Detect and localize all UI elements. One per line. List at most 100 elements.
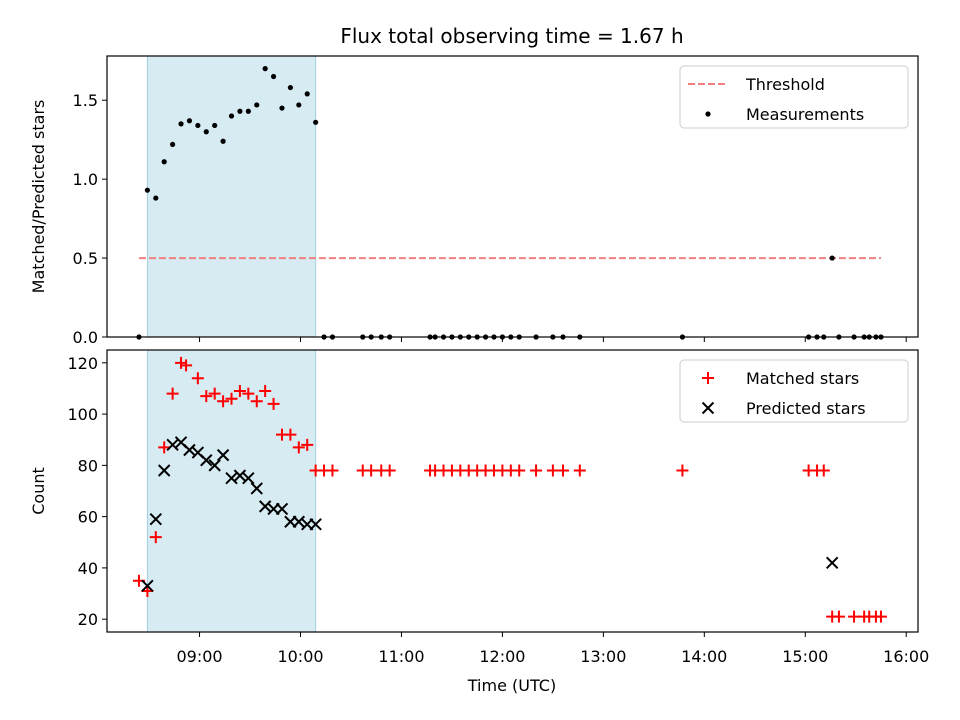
data-point xyxy=(208,387,221,400)
data-point xyxy=(233,385,246,398)
y-tick-label: 1.0 xyxy=(73,170,98,189)
data-point xyxy=(170,141,176,148)
data-point xyxy=(556,464,569,477)
data-point xyxy=(220,138,226,144)
data-point xyxy=(250,482,263,495)
data-point xyxy=(292,441,305,454)
data-point xyxy=(326,464,339,477)
data-point xyxy=(149,512,163,526)
data-point xyxy=(212,122,218,129)
legend: Matched stars Predicted stars xyxy=(679,359,909,423)
data-point xyxy=(216,448,230,462)
data-point xyxy=(200,454,213,467)
x-tick-label: 16:00 xyxy=(883,647,929,666)
legend-predicted-swatch xyxy=(701,401,715,415)
axes-frame xyxy=(106,55,919,338)
data-point xyxy=(225,392,238,405)
data-point xyxy=(530,464,543,477)
data-point xyxy=(186,118,193,124)
y-tick-label: 1.5 xyxy=(73,91,98,110)
data-point xyxy=(175,356,188,369)
data-point xyxy=(301,438,314,451)
count-panel: 20 40 60 80 100 120 09:00 10:00 11:00 12:00 13:00 1… xyxy=(29,349,929,666)
legend-box xyxy=(679,65,909,129)
y-tick-label: 0.5 xyxy=(73,249,98,268)
data-point xyxy=(825,556,839,569)
data-point xyxy=(141,579,154,593)
legend: Threshold Measurements xyxy=(679,65,909,129)
data-point xyxy=(166,387,179,400)
data-point xyxy=(149,531,162,544)
data-point xyxy=(296,102,302,108)
y-tick-label: 0.0 xyxy=(73,328,98,347)
x-tick-label: 10:00 xyxy=(277,647,323,666)
legend-measurements-swatch xyxy=(705,111,711,117)
y-tick-label: 80 xyxy=(78,456,98,475)
data-point xyxy=(676,464,689,477)
data-point xyxy=(144,187,150,193)
data-point xyxy=(178,121,184,127)
legend-label: Matched stars xyxy=(746,369,859,388)
x-tick-label: 11:00 xyxy=(378,647,424,666)
data-point xyxy=(270,73,277,80)
data-point xyxy=(262,66,268,72)
data-point xyxy=(157,464,171,477)
data-point xyxy=(848,610,861,623)
figure-title: Flux total observing time = 1.67 h xyxy=(340,24,683,48)
series-1-1 xyxy=(141,436,839,593)
data-point xyxy=(292,515,306,528)
data-point xyxy=(259,385,272,398)
data-point xyxy=(180,359,193,372)
data-point xyxy=(166,438,179,452)
data-point xyxy=(279,105,285,111)
data-point xyxy=(287,84,294,91)
data-point xyxy=(153,195,159,201)
data-point xyxy=(200,390,213,403)
y-tick-label: 60 xyxy=(78,508,98,527)
data-point xyxy=(573,464,586,477)
data-point xyxy=(242,471,255,485)
y-axis-label: Matched/Predicted stars xyxy=(29,100,48,294)
data-point xyxy=(309,518,322,531)
y-tick-label: 40 xyxy=(78,559,98,578)
shaded-interval xyxy=(146,55,317,338)
y-tick-label: 100 xyxy=(67,405,98,424)
data-point xyxy=(546,464,559,477)
y-tick-label: 20 xyxy=(78,610,98,629)
data-point xyxy=(383,464,396,477)
ratio-panel: 0.0 0.5 1.0 1.5 Matched/Predicted stars Thres… xyxy=(29,55,919,347)
data-point xyxy=(195,122,201,129)
axes-frame xyxy=(106,349,919,633)
legend-label: Measurements xyxy=(746,105,864,124)
legend-label: Threshold xyxy=(745,75,825,94)
data-point xyxy=(233,469,247,482)
data-point xyxy=(304,91,310,97)
data-point xyxy=(250,395,263,408)
data-point xyxy=(267,397,280,410)
legend-matched-swatch xyxy=(702,372,714,384)
data-point xyxy=(365,464,378,477)
data-point xyxy=(245,108,251,114)
data-point xyxy=(817,464,830,477)
data-point xyxy=(208,459,221,472)
x-tick-label: 14:00 xyxy=(681,647,727,666)
x-tick-label: 09:00 xyxy=(176,647,222,666)
x-tick-label: 13:00 xyxy=(580,647,626,666)
data-point xyxy=(874,610,887,623)
legend-box xyxy=(679,359,909,423)
data-point xyxy=(829,255,835,261)
x-tick-label: 15:00 xyxy=(782,647,828,666)
data-point xyxy=(275,502,289,516)
data-point xyxy=(191,372,204,385)
data-point xyxy=(254,102,260,108)
data-point xyxy=(832,610,845,623)
x-tick-label: 12:00 xyxy=(479,647,525,666)
data-point xyxy=(284,428,297,441)
data-point xyxy=(242,387,255,400)
legend-label: Predicted stars xyxy=(746,399,866,418)
data-point xyxy=(203,129,209,135)
data-point xyxy=(258,500,272,513)
y-tick-label: 120 xyxy=(67,354,98,373)
y-axis-label: Count xyxy=(29,467,48,515)
